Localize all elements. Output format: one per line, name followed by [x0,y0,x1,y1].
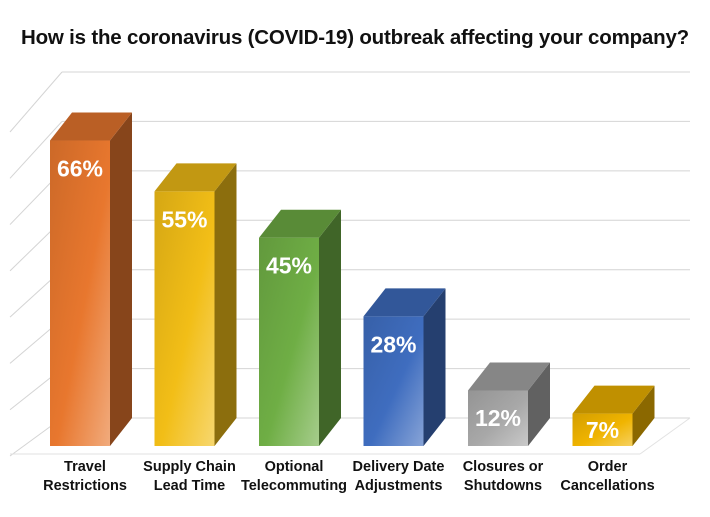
chart-title: How is the coronavirus (COVID-19) outbre… [21,26,689,49]
data-label: 12% [475,405,521,431]
category-label-line: Closures or [462,459,544,475]
bar-front [259,237,319,446]
bar-top [363,288,446,317]
data-labels: 66% 55% 45% 28% 12% 7% [57,156,619,443]
category-label-line: Supply Chain [143,459,236,475]
data-label: 28% [370,331,416,357]
bar [154,163,237,446]
gridline-side [9,121,63,179]
category-label: Optional Telecommuting [234,458,354,496]
data-label: 66% [57,156,103,182]
category-label-line: Optional [264,459,324,475]
bars [50,112,655,446]
category-label-line: Restrictions [43,478,127,494]
category-label-line: Order [587,459,628,475]
bar-side [319,209,341,446]
bar [363,288,446,446]
bar-side [423,288,446,446]
category-label-line: Telecommuting [240,478,348,494]
bar-top [50,112,132,141]
bar-top [572,385,655,414]
bar-top [468,362,550,391]
bar [572,385,655,446]
bar-front [363,316,424,446]
bar [259,209,341,446]
category-label-line: Adjustments [354,478,443,494]
bar-front [50,140,110,446]
bar-side [528,362,550,446]
category-label-line: Cancellations [560,478,655,494]
bar [468,362,550,446]
category-label-line: Shutdowns [463,478,543,494]
bar-side [214,163,237,446]
data-label: 45% [266,253,312,279]
data-label: 7% [586,417,619,443]
bar-front [154,191,215,446]
category-label: Closures or Shutdowns [443,458,563,496]
bar-side [110,112,132,446]
bar-side [632,385,655,446]
category-label: Supply Chain Lead Time [130,458,250,496]
category-label-line: Delivery Date [352,459,445,475]
bar-top [154,163,237,192]
bar [50,112,132,446]
bar-front [468,390,528,446]
bar-top [259,209,341,238]
category-label-line: Travel [64,459,106,475]
category-label: Delivery Date Adjustments [339,458,459,496]
category-label-line: Lead Time [153,478,226,494]
category-label: Travel Restrictions [25,458,145,496]
bar-front [572,413,633,446]
category-label: Order Cancellations [548,458,668,496]
data-label: 55% [161,206,207,232]
floor-edge [639,417,691,455]
gridline-side [9,71,63,133]
